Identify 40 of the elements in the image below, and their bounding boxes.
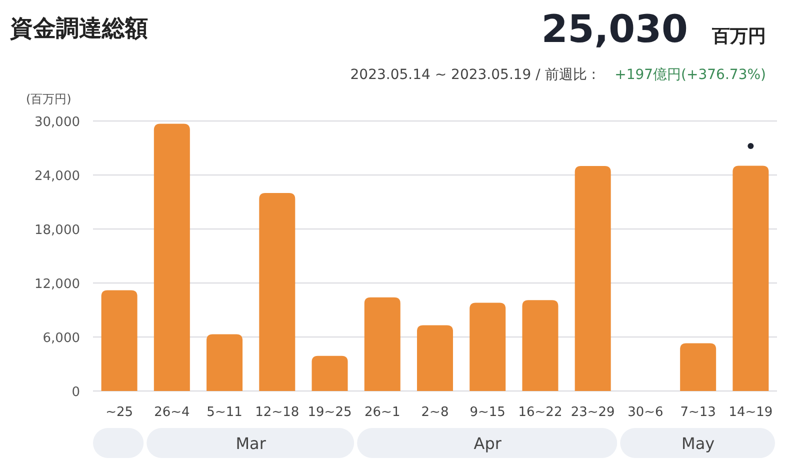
x-tick-label: 9~15 [470,405,506,420]
bar [101,290,138,391]
bar [364,297,400,391]
x-tick-label: 30~6 [628,405,664,420]
text: 2023.05.14 ~ 2023.05.19 / 前週比 : [350,67,596,83]
x-tick-label: 7~13 [680,405,716,420]
y-tick-label: 6,000 [42,331,80,346]
x-tick-label: 26~4 [154,405,190,420]
y-tick-label: 0 [72,385,80,400]
y-tick-label: 24,000 [34,169,80,184]
text: 25,030 [541,7,688,51]
y-tick-label: 18,000 [34,223,80,238]
bar [417,325,453,391]
bar [154,124,190,391]
chart-title: 資金調達総額 [9,16,148,42]
text: Apr [474,434,502,453]
bar [312,356,348,391]
x-tick-label: 2~8 [421,405,449,420]
bar [470,302,506,391]
bar [259,193,296,391]
bar [206,334,243,391]
y-tick-label: 30,000 [34,115,80,130]
x-tick-label: 16~22 [518,405,562,420]
y-tick-label: 12,000 [34,277,80,292]
x-tick-label: 19~25 [308,405,352,420]
x-tick-label: 23~29 [570,405,615,420]
y-axis-title: (百万円) [26,92,72,106]
bar [522,300,558,391]
x-tick-label: 12~18 [255,405,300,420]
text: Mar [236,434,266,453]
text: 百万円 [711,26,766,47]
text: May [682,434,715,453]
x-tick-label: 5~11 [206,405,242,420]
x-tick-label: ~25 [106,405,134,420]
text: +197億円(+376.73%) [614,67,766,83]
bar [680,343,716,391]
bar [574,166,611,391]
x-tick-label: 26~1 [364,405,400,420]
x-tick-label: 14~19 [728,405,773,420]
bar [732,166,769,391]
